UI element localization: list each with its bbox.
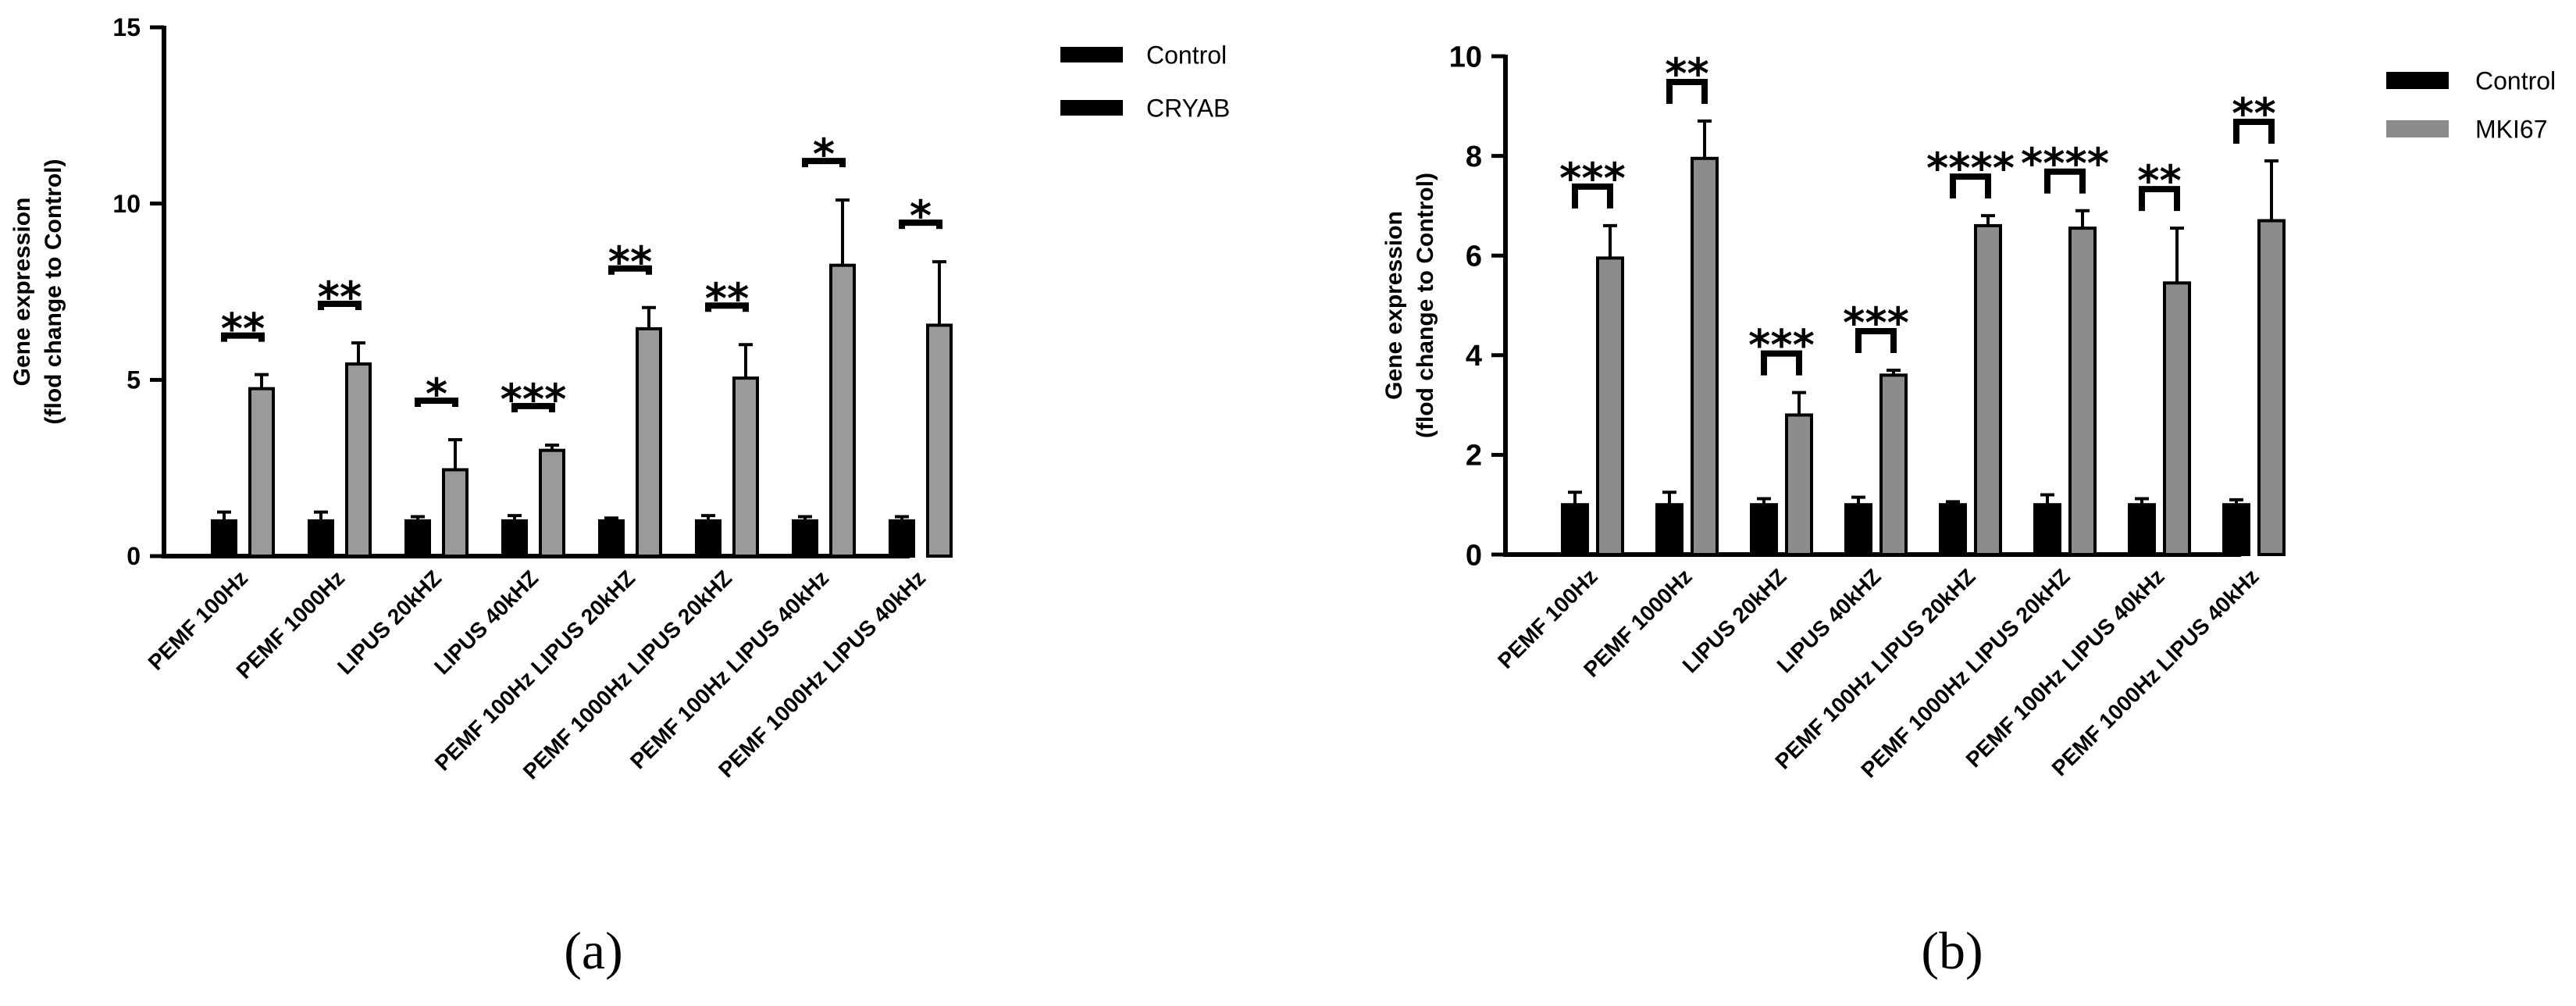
category-label: PEMF 100Hz LIPUS 40kHz bbox=[625, 565, 833, 773]
significance-bracket bbox=[2139, 186, 2180, 212]
y-tick-label: 15 bbox=[112, 13, 141, 41]
significance-label: * bbox=[910, 191, 932, 241]
category-label: PEMF 1000Hz LIPUS 40kHz bbox=[714, 565, 930, 782]
y-tick-label: 10 bbox=[112, 190, 141, 218]
panel-label: (a) bbox=[564, 921, 622, 980]
category-label: PEMF 1000Hz LIPUS 20kHZ bbox=[518, 565, 736, 783]
y-tick-label: 6 bbox=[1466, 241, 1482, 273]
significance-label: **** bbox=[2021, 139, 2109, 188]
bar-control bbox=[211, 519, 237, 558]
bar-control bbox=[2222, 503, 2250, 557]
y-tick-label: 2 bbox=[1466, 440, 1482, 473]
y-tick-label: 0 bbox=[1466, 539, 1482, 572]
significance-bracket bbox=[899, 219, 942, 230]
bar-mki67 bbox=[1785, 413, 1813, 556]
category-label: PEMF 100Hz LIPUS 20kHZ bbox=[1770, 564, 1979, 773]
y-tick-label: 4 bbox=[1466, 340, 1482, 373]
significance-label: ** bbox=[318, 273, 362, 322]
bar-control bbox=[2033, 503, 2061, 557]
bar-cryab bbox=[829, 263, 856, 558]
y-axis-label: (flod change to Control) bbox=[41, 159, 66, 425]
significance-bracket bbox=[1761, 350, 1802, 376]
category-label: PEMF 100Hz LIPUS 40kHz bbox=[1961, 564, 2169, 772]
significance-label: *** bbox=[501, 375, 567, 424]
panel-a-chart: 0 5 10 15 Gene expression (flod change to Con… bbox=[9, 13, 1230, 980]
y-tick-label: 5 bbox=[126, 366, 141, 394]
bar-cryab bbox=[926, 323, 953, 558]
legend-swatch bbox=[1060, 100, 1123, 116]
bar-control bbox=[695, 519, 721, 558]
bar-control bbox=[792, 519, 818, 558]
significance-bracket bbox=[1950, 173, 1991, 199]
bar-mki67 bbox=[2068, 227, 2097, 556]
bar-mki67 bbox=[1691, 156, 1719, 556]
bar-control bbox=[501, 519, 528, 558]
significance-bracket bbox=[1855, 327, 1897, 353]
bar-control bbox=[1750, 503, 1778, 557]
bar-control bbox=[1561, 503, 1589, 557]
legend-label: MKI67 bbox=[2475, 116, 2547, 144]
significance-bracket bbox=[1666, 78, 1708, 104]
significance-label: *** bbox=[1843, 298, 1909, 348]
bar-control bbox=[1939, 503, 1967, 557]
significance-bracket bbox=[2044, 168, 2086, 194]
y-axis-label: Gene expression bbox=[9, 198, 35, 387]
panel-b-chart: 0 2 4 6 8 10 Gene expression (flod change to Co… bbox=[1381, 41, 2556, 980]
significance-label: ** bbox=[608, 237, 652, 287]
significance-label: * bbox=[813, 130, 835, 179]
y-tick-label: 8 bbox=[1466, 141, 1482, 173]
legend-label: Control bbox=[1146, 41, 1227, 70]
legend-label: Control bbox=[2475, 67, 2556, 95]
bar-cryab bbox=[636, 326, 662, 558]
significance-bracket bbox=[511, 402, 555, 412]
y-axis-label: (flod change to Control) bbox=[1413, 173, 1438, 438]
legend-swatch bbox=[2386, 120, 2449, 137]
bar-control bbox=[308, 519, 334, 558]
bar-cryab bbox=[248, 387, 275, 558]
bar-control bbox=[889, 519, 915, 558]
significance-bracket bbox=[608, 265, 652, 275]
category-label: PEMF 100Hz bbox=[144, 565, 253, 675]
bar-control bbox=[2128, 503, 2156, 557]
significance-label: *** bbox=[1748, 321, 1815, 370]
y-tick-label: 0 bbox=[126, 542, 141, 570]
significance-label: **** bbox=[1926, 144, 2015, 193]
significance-label: ** bbox=[1665, 49, 1708, 98]
panel-label: (b) bbox=[1921, 921, 1983, 980]
significance-label: ** bbox=[2232, 89, 2275, 138]
significance-bracket bbox=[318, 300, 362, 310]
significance-bracket bbox=[802, 158, 846, 168]
legend-label: CRYAB bbox=[1146, 95, 1230, 123]
significance-bracket bbox=[1572, 183, 1613, 209]
significance-label: ** bbox=[705, 274, 749, 323]
bar-control bbox=[1844, 503, 1872, 557]
bar-mki67 bbox=[1974, 223, 2002, 556]
bar-control bbox=[1655, 503, 1683, 557]
significance-label: *** bbox=[1559, 154, 1626, 203]
bar-mki67 bbox=[2163, 281, 2191, 556]
bar-control bbox=[598, 519, 625, 558]
legend-swatch bbox=[2386, 72, 2449, 89]
significance-bracket bbox=[705, 302, 749, 312]
bar-cryab bbox=[732, 376, 759, 558]
bar-cryab bbox=[345, 362, 372, 558]
y-tick-label: 10 bbox=[1449, 41, 1482, 73]
bar-mki67 bbox=[1879, 373, 1908, 556]
legend-swatch bbox=[1060, 47, 1123, 62]
significance-label: * bbox=[426, 369, 447, 419]
category-label: PEMF 100Hz LIPUS 20kHZ bbox=[430, 565, 640, 775]
bar-cryab bbox=[539, 448, 565, 558]
category-label: PEMF 1000Hz LIPUS 40kHz bbox=[2047, 564, 2264, 780]
bar-cryab bbox=[442, 468, 469, 558]
significance-label: ** bbox=[221, 305, 265, 354]
significance-bracket bbox=[415, 398, 458, 408]
y-axis-label: Gene expression bbox=[1381, 211, 1407, 400]
significance-bracket bbox=[221, 332, 265, 342]
significance-label: ** bbox=[2137, 156, 2181, 205]
significance-bracket bbox=[2233, 118, 2275, 144]
bar-control bbox=[404, 519, 431, 558]
bar-mki67 bbox=[1596, 256, 1624, 556]
bar-mki67 bbox=[2257, 219, 2286, 556]
